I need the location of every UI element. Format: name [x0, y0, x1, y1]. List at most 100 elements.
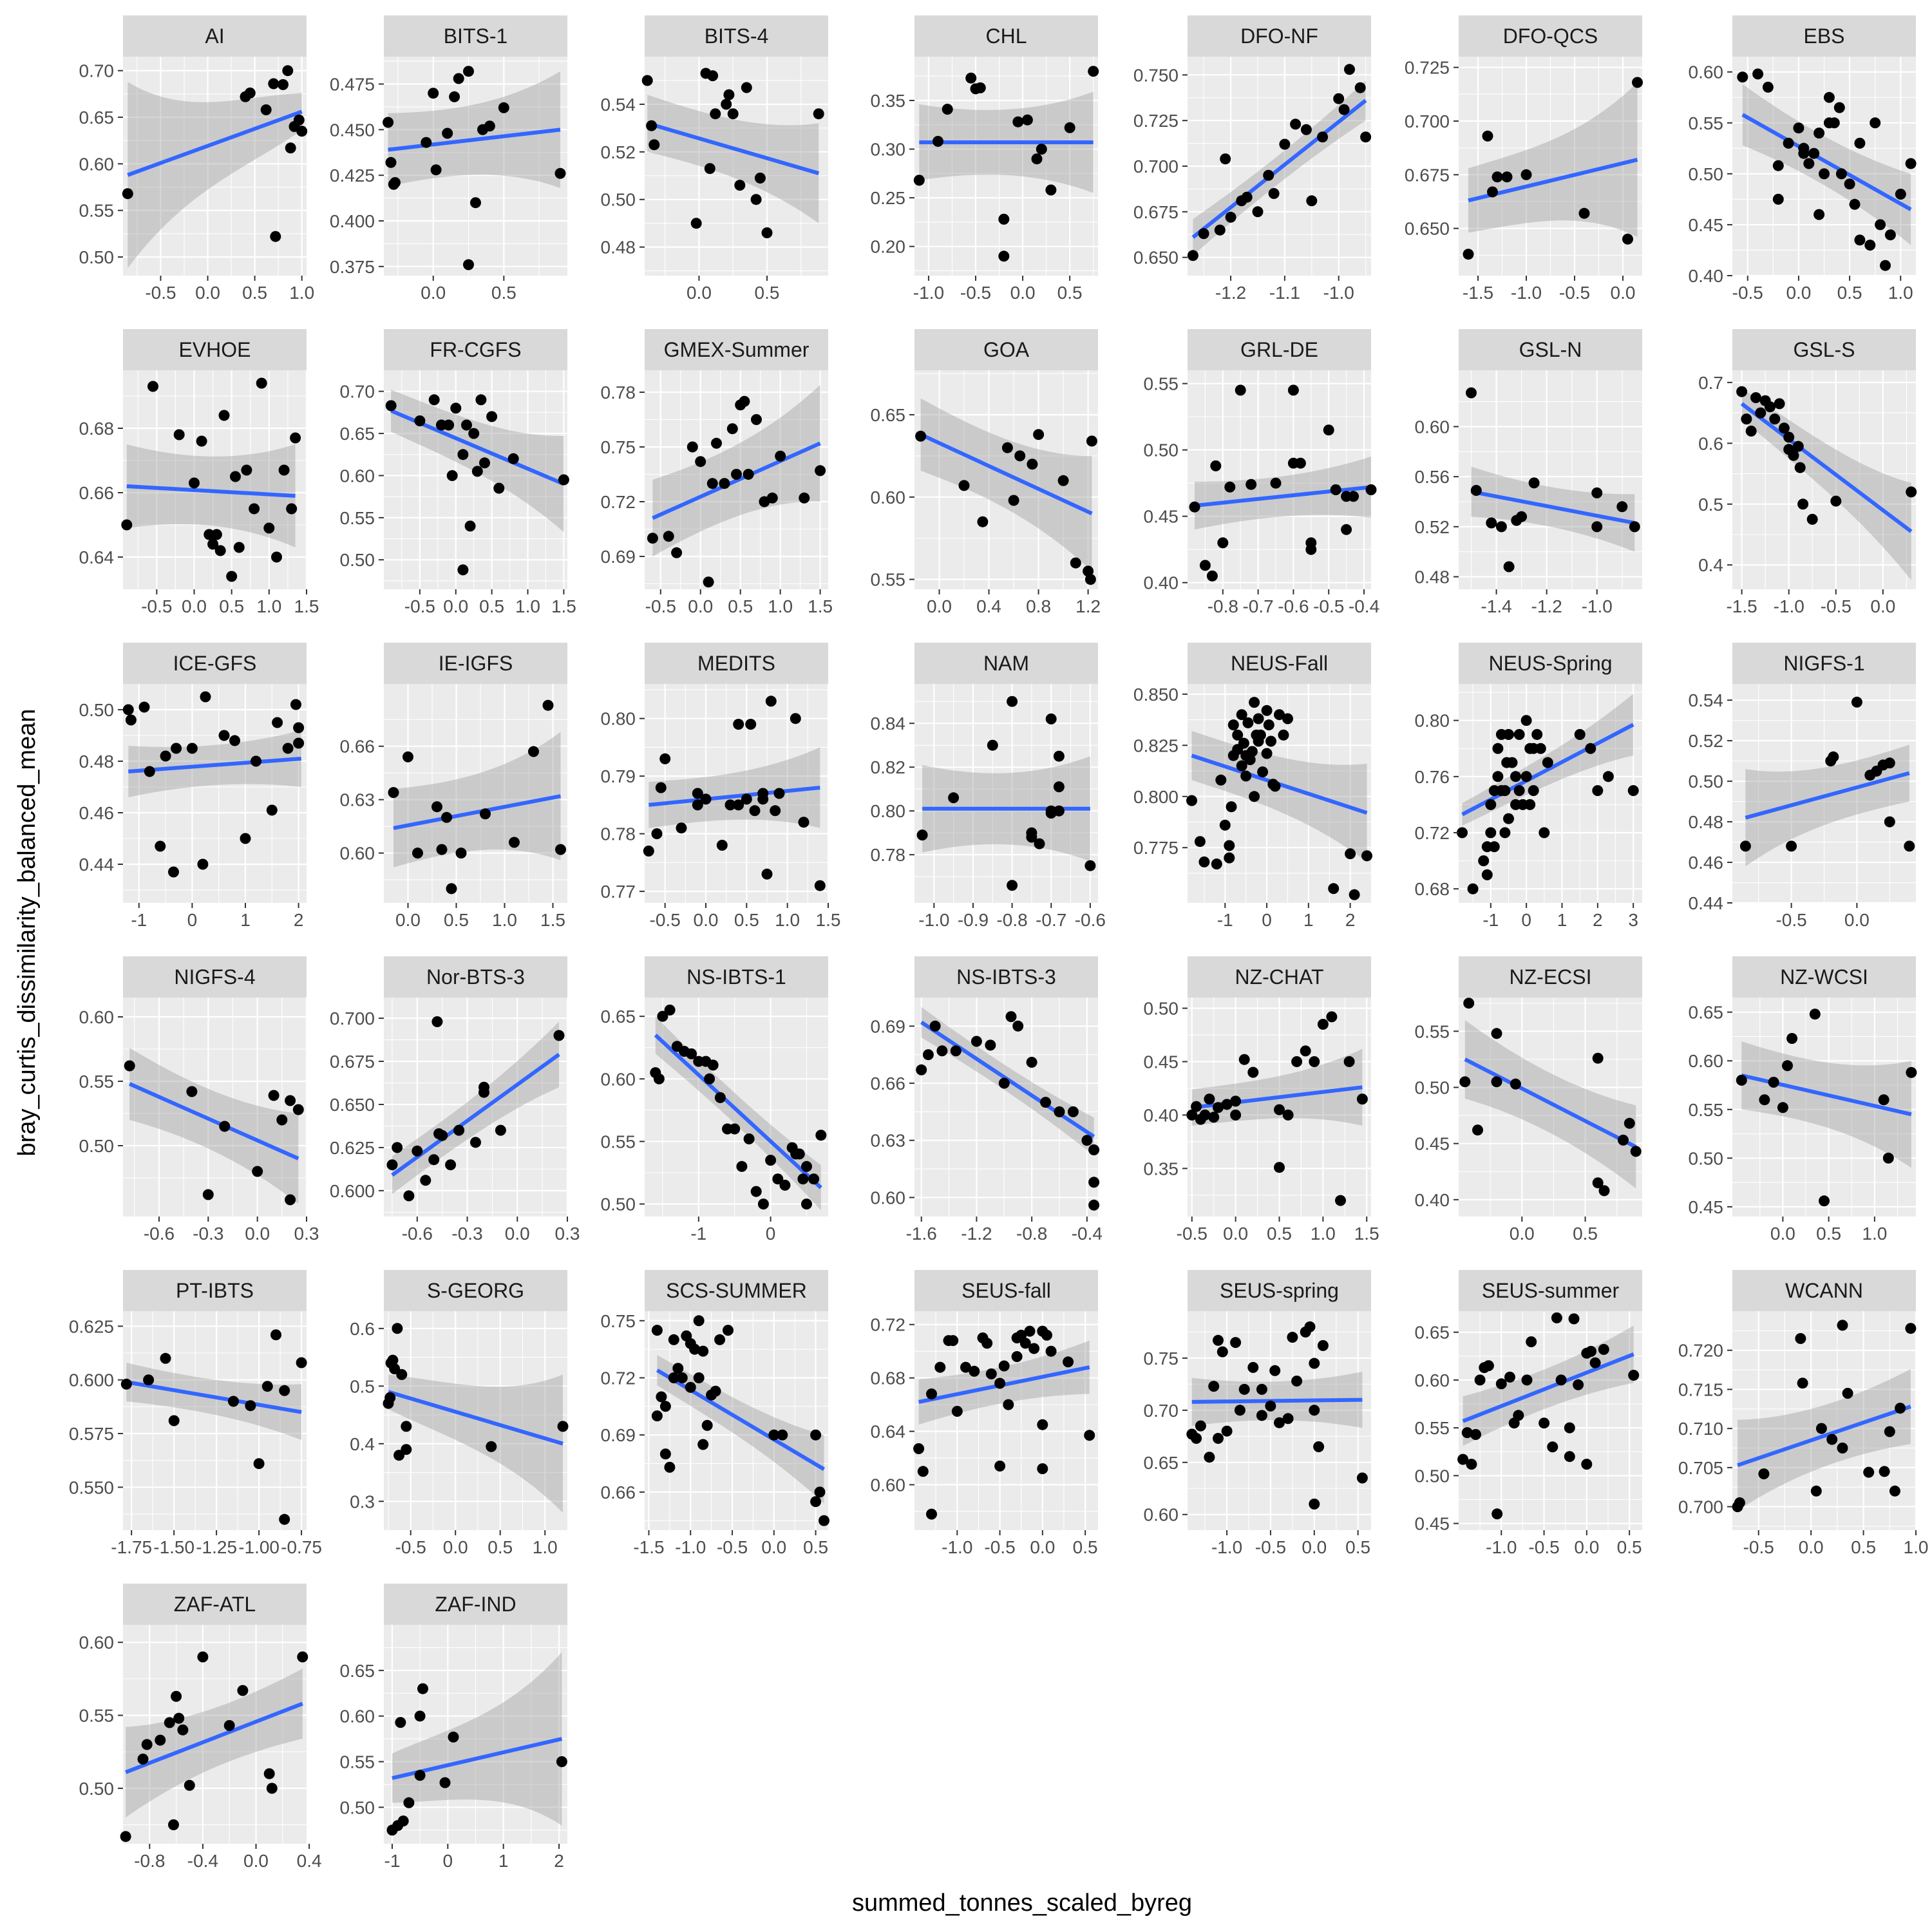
data-point — [125, 714, 137, 726]
x-tick-label: 2 — [554, 1851, 564, 1871]
data-point — [1345, 848, 1356, 860]
y-tick-label: 0.60 — [1689, 1051, 1724, 1071]
data-point — [1037, 1463, 1048, 1475]
y-tick-label: 0.600 — [330, 1181, 375, 1201]
data-point — [724, 799, 736, 811]
data-point — [276, 1114, 288, 1126]
data-point — [819, 1515, 829, 1526]
facet-strip — [1732, 15, 1916, 57]
data-point — [282, 743, 294, 754]
data-point — [1618, 1134, 1629, 1146]
data-point — [664, 1004, 676, 1016]
data-point — [507, 453, 519, 464]
data-point — [1021, 114, 1033, 126]
data-point — [1624, 1117, 1635, 1129]
data-point — [1794, 462, 1806, 473]
data-point — [1083, 565, 1094, 577]
x-tick-label: -0.5 — [1559, 283, 1590, 303]
y-tick-label: 0.72 — [601, 1368, 636, 1388]
data-point — [770, 805, 781, 817]
data-point — [218, 730, 230, 741]
data-point — [245, 1400, 256, 1412]
data-point — [1084, 574, 1096, 585]
data-point — [558, 474, 569, 486]
data-point — [1026, 1057, 1037, 1068]
x-tick-label: 0.5 — [1851, 1537, 1876, 1557]
data-point — [1854, 234, 1866, 246]
y-tick-label: 0.40 — [1144, 573, 1179, 593]
data-point — [1236, 760, 1247, 772]
data-point — [815, 465, 826, 477]
y-tick-label: 0.45 — [1415, 1134, 1450, 1154]
x-tick-label: 0.5 — [444, 910, 469, 930]
facet-strip — [914, 643, 1098, 684]
data-point — [1306, 195, 1318, 207]
data-point — [917, 1466, 929, 1477]
x-tick-label: 1 — [498, 1851, 509, 1871]
data-point — [1795, 1333, 1806, 1344]
data-point — [1028, 1343, 1040, 1354]
data-point — [1230, 1095, 1242, 1107]
data-point — [214, 545, 226, 556]
data-point — [934, 1361, 946, 1373]
x-tick-label: 0.0 — [1223, 1224, 1248, 1244]
data-point — [1191, 1433, 1202, 1444]
facet-strip — [1732, 1270, 1916, 1311]
x-tick-label: -0.75 — [281, 1537, 322, 1557]
data-point — [461, 419, 472, 431]
x-tick-label: -0.5 — [1313, 596, 1344, 616]
facet-title: SEUS-spring — [1220, 1279, 1339, 1302]
data-point — [270, 1329, 281, 1341]
data-point — [1011, 1351, 1023, 1362]
facet-strip — [914, 15, 1098, 57]
y-tick-label: 0.75 — [601, 437, 636, 457]
data-point — [768, 1429, 780, 1441]
data-point — [286, 503, 298, 515]
y-tick-label: 0.55 — [79, 201, 115, 221]
facet-title: NEUS-Spring — [1488, 652, 1612, 675]
x-tick-label: 0 — [1262, 910, 1272, 930]
data-point — [1261, 705, 1273, 716]
facet-panels: AI-0.5 0.0 0.5 1.00.500.550.600.650.70BITS-… — [69, 15, 1928, 1871]
data-point — [401, 1444, 412, 1455]
data-point — [1551, 1312, 1562, 1323]
regression-line — [654, 1034, 822, 1189]
data-point — [484, 120, 495, 132]
data-point — [750, 1186, 762, 1197]
facet-panel-medits: MEDITS -0.5 0.0 0.5 1.0 1.5 0.77 0.78 0.79 0.80 — [601, 643, 841, 930]
data-point — [414, 415, 426, 426]
facet-strip — [384, 956, 567, 998]
y-tick-label: 0.4 — [350, 1434, 375, 1454]
y-tick-label: 0.69 — [601, 547, 636, 567]
data-point — [1012, 1020, 1024, 1032]
y-tick-label: 0.50 — [1689, 164, 1724, 184]
y-tick-label: 0.50 — [1415, 1466, 1450, 1486]
y-tick-label: 0.600 — [69, 1370, 114, 1390]
data-point — [1769, 413, 1781, 425]
data-point — [1274, 709, 1285, 721]
data-point — [808, 1173, 820, 1185]
data-point — [1823, 117, 1835, 129]
data-point — [272, 717, 283, 728]
data-point — [557, 1421, 569, 1432]
x-tick-label: 1.0 — [533, 1537, 558, 1557]
data-point — [1360, 131, 1372, 143]
data-point — [1323, 424, 1334, 436]
data-point — [1602, 771, 1614, 782]
data-point — [1884, 816, 1895, 828]
facet-panel-grl-de: GRL-DE -0.8 -0.7 -0.6 -0.5 -0.4 0.40 0.45 0.50 0.… — [1144, 329, 1379, 616]
data-point — [223, 1719, 235, 1731]
data-point — [1752, 68, 1764, 80]
data-point — [1823, 91, 1835, 103]
data-point — [1045, 184, 1057, 196]
data-point — [1837, 1443, 1848, 1454]
y-tick-label: 0.400 — [330, 211, 375, 231]
facet-panel-ai: AI -0.5 0.0 0.5 1.0 0.50 0.55 0.60 0.65 0.70 — [79, 15, 314, 303]
x-tick-label: 0.0 — [694, 910, 719, 930]
regression-line — [125, 1701, 303, 1774]
data-point — [1793, 122, 1804, 134]
data-point — [1487, 186, 1498, 198]
confidence-band — [126, 444, 296, 547]
data-point — [1470, 1429, 1481, 1440]
x-tick-label: 1.5 — [816, 910, 841, 930]
